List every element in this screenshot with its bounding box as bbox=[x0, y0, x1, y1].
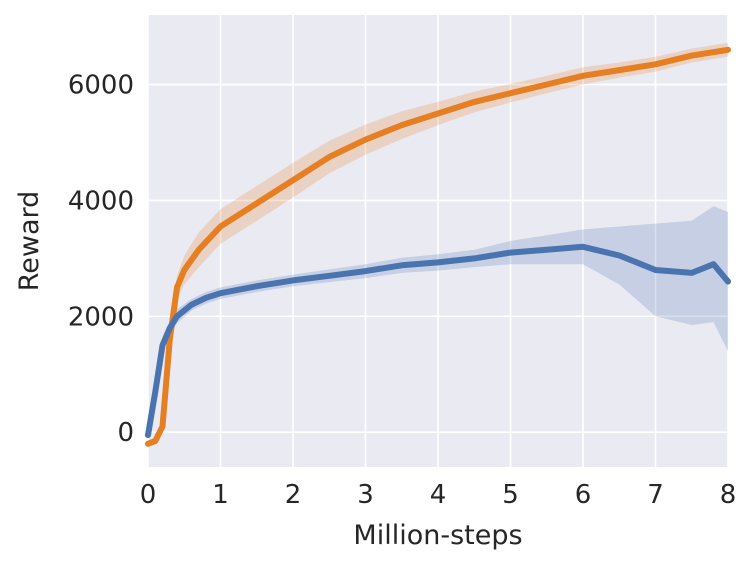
x-tick-label: 7 bbox=[647, 480, 664, 510]
x-tick-labels: 0 1 2 3 4 5 6 7 8 bbox=[140, 480, 737, 510]
x-tick-label: 4 bbox=[430, 480, 447, 510]
x-tick-label: 5 bbox=[502, 480, 519, 510]
x-tick-label: 0 bbox=[140, 480, 157, 510]
y-tick-labels: 0 2000 4000 6000 bbox=[68, 71, 134, 449]
y-tick-label: 6000 bbox=[68, 71, 134, 101]
x-tick-label: 2 bbox=[285, 480, 302, 510]
series-1-band bbox=[148, 206, 728, 438]
series-0-line bbox=[145, 46, 731, 447]
y-tick-label: 4000 bbox=[68, 186, 134, 216]
series-lines bbox=[145, 46, 731, 447]
series-0-band bbox=[148, 42, 728, 444]
x-tick-label: 8 bbox=[720, 480, 737, 510]
y-tick-label: 0 bbox=[117, 418, 134, 448]
x-axis-label: Million-steps bbox=[353, 520, 522, 551]
series-1-line bbox=[145, 243, 731, 439]
x-tick-label: 3 bbox=[357, 480, 374, 510]
y-axis-label: Reward bbox=[14, 191, 45, 292]
grid bbox=[147, 15, 729, 467]
x-tick-label: 6 bbox=[575, 480, 592, 510]
confidence-bands bbox=[148, 42, 728, 444]
y-tick-label: 2000 bbox=[68, 302, 134, 332]
x-tick-label: 1 bbox=[212, 480, 229, 510]
